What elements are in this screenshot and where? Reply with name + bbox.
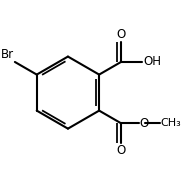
Text: OH: OH [143,56,161,69]
Text: O: O [140,117,149,130]
Text: O: O [116,144,126,157]
Text: CH₃: CH₃ [160,118,181,128]
Text: O: O [116,28,126,41]
Text: Br: Br [1,48,14,61]
